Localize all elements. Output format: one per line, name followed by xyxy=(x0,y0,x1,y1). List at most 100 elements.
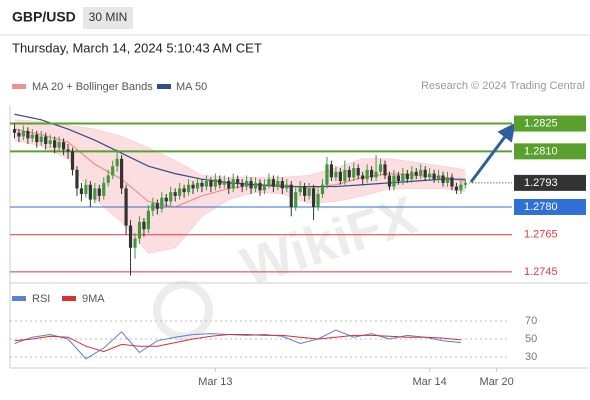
candle-body xyxy=(124,188,128,226)
forecast-arrow xyxy=(469,122,516,183)
candle-body xyxy=(186,184,191,193)
candle-body xyxy=(329,164,334,178)
candle-body xyxy=(169,192,173,202)
legend-swatch xyxy=(157,84,171,89)
candle-body xyxy=(209,181,213,187)
candle-body xyxy=(262,184,267,191)
candle-body xyxy=(441,175,445,183)
candle-body xyxy=(21,130,25,137)
candle-body xyxy=(280,181,284,189)
candle-body xyxy=(307,188,311,196)
candle-body xyxy=(365,169,369,180)
candle-body xyxy=(294,192,298,207)
rsi-legend-label: 9MA xyxy=(82,293,105,305)
candle-body xyxy=(213,179,217,187)
level-box xyxy=(514,115,586,132)
candle-body xyxy=(204,181,209,187)
candle-body xyxy=(387,175,392,187)
candle-body xyxy=(249,181,253,189)
candle-body xyxy=(146,210,150,230)
candle-body xyxy=(178,188,182,196)
candle-body xyxy=(432,173,436,180)
candle-body xyxy=(191,184,195,189)
candle-body xyxy=(428,173,432,178)
level-label: 1.2780 xyxy=(524,201,558,213)
candle-body xyxy=(325,164,329,185)
candle-body xyxy=(137,221,142,239)
candle-body xyxy=(231,179,235,189)
candle-body xyxy=(320,184,325,194)
candle-body xyxy=(120,158,124,189)
bollinger-upper xyxy=(14,119,466,178)
candle-body xyxy=(334,171,338,178)
candle-body xyxy=(338,171,342,182)
candle-body xyxy=(356,168,360,176)
candle-body xyxy=(352,168,356,178)
candle-body xyxy=(97,188,101,196)
source: Research © 2024 Trading Central xyxy=(421,80,585,92)
candle-body xyxy=(401,173,405,182)
timeframe-box xyxy=(83,7,133,29)
legend-swatch xyxy=(12,84,26,89)
candle-body xyxy=(61,142,66,150)
candle-body xyxy=(26,130,30,139)
chart-title: GBP/USD xyxy=(12,9,76,25)
candle-body xyxy=(378,164,383,172)
candle-body xyxy=(70,151,75,170)
candle-body xyxy=(374,171,378,178)
candle-body xyxy=(218,179,222,185)
rsi-legend-swatch xyxy=(62,296,76,301)
candle-body xyxy=(419,169,423,176)
candle-body xyxy=(236,179,240,183)
candle-body xyxy=(289,184,293,207)
candle-body xyxy=(57,142,61,148)
candle-body xyxy=(316,194,320,207)
candle-body xyxy=(445,177,450,183)
candle-body xyxy=(12,129,17,133)
candle-body xyxy=(410,171,414,180)
candle-body xyxy=(298,186,302,193)
x-tick-label: Mar 14 xyxy=(413,376,447,388)
candle-body xyxy=(164,197,168,202)
legend-label: MA 20 + Bollinger Bands xyxy=(32,81,153,93)
candle-body xyxy=(133,238,137,248)
level-box xyxy=(514,143,586,160)
watermark-logo xyxy=(153,280,214,341)
candle-body xyxy=(370,169,374,178)
candle-body xyxy=(128,225,133,248)
candle-body xyxy=(173,192,177,196)
candle-body xyxy=(115,158,119,167)
candle-body xyxy=(48,140,52,144)
candle-body xyxy=(405,173,409,180)
candle-body xyxy=(30,134,34,139)
candle-body xyxy=(245,181,249,187)
rsi-tick-label: 50 xyxy=(525,333,537,345)
legend-label: MA 50 xyxy=(176,81,207,93)
candle-body xyxy=(35,134,39,143)
candle-body xyxy=(151,203,155,211)
candle-body xyxy=(423,169,427,178)
candle-body xyxy=(200,182,204,187)
candle-body xyxy=(75,169,79,189)
level-label: 1.2810 xyxy=(524,145,558,157)
candle-body xyxy=(276,181,280,187)
candle-body xyxy=(396,175,400,182)
rsi-tick-label: 30 xyxy=(525,351,537,363)
timestamp: Thursday, March 14, 2024 5:10:43 AM CET xyxy=(12,40,262,55)
candle-body xyxy=(106,175,110,183)
candle-body xyxy=(258,182,262,191)
rsi-legend-swatch xyxy=(12,296,26,301)
level-label: 1.2825 xyxy=(524,117,558,129)
candle-body xyxy=(39,136,43,143)
candle-body xyxy=(160,197,164,209)
level-label: 1.2765 xyxy=(524,229,558,241)
level-label: 1.2745 xyxy=(524,266,558,278)
x-tick-label: Mar 20 xyxy=(479,376,513,388)
level-label: 1.2793 xyxy=(524,177,558,189)
candle-body xyxy=(414,171,418,176)
level-box xyxy=(514,198,586,215)
candle-body xyxy=(253,182,258,189)
candle-body xyxy=(227,181,231,189)
candle-body xyxy=(361,175,365,180)
